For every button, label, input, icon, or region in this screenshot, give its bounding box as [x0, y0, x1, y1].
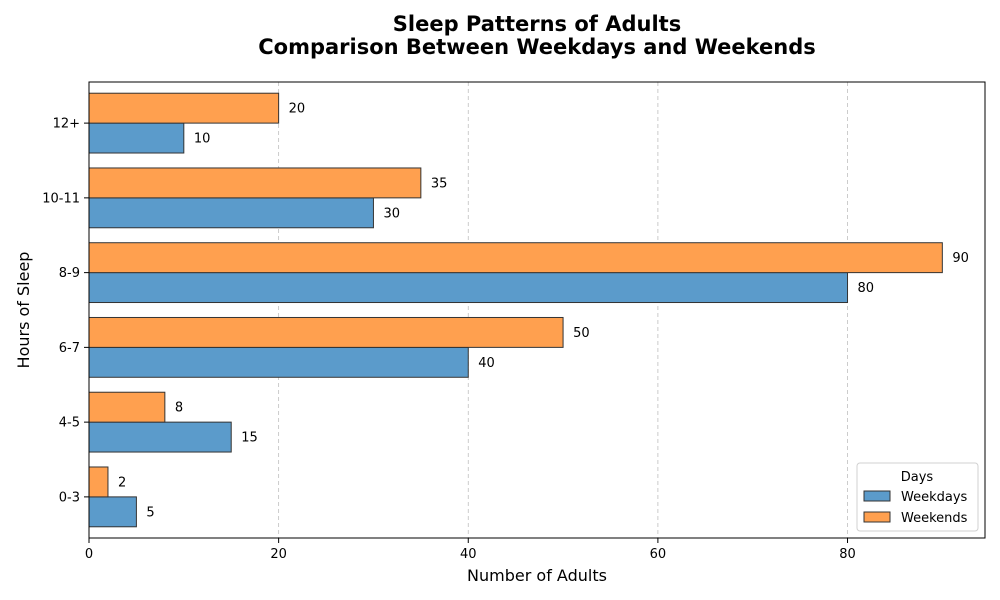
x-tick-label: 80 — [839, 547, 856, 562]
data-label-weekdays: 80 — [858, 281, 875, 296]
legend: Days Weekdays Weekends — [856, 462, 979, 532]
chart-title: Sleep Patterns of Adults — [393, 12, 681, 36]
x-tick-label: 0 — [85, 547, 93, 562]
data-label-weekends: 20 — [289, 102, 306, 117]
bars-group — [88, 92, 943, 528]
data-label-weekdays: 5 — [146, 505, 154, 520]
legend-swatch-weekends — [863, 511, 891, 523]
x-tick-label: 40 — [460, 547, 477, 562]
x-tick-label: 20 — [270, 547, 287, 562]
legend-swatch-weekdays — [863, 490, 891, 502]
x-tick-label: 60 — [650, 547, 667, 562]
bar-weekends — [88, 242, 943, 274]
legend-label-weekends: Weekends — [901, 511, 968, 526]
data-label-weekdays: 40 — [478, 356, 495, 371]
legend-label-weekdays: Weekdays — [901, 490, 968, 505]
data-label-weekends: 2 — [118, 475, 126, 490]
chart-subtitle: Comparison Between Weekdays and Weekends — [258, 35, 816, 59]
x-axis-ticks: 0 20 40 60 80 — [85, 538, 856, 562]
legend-title: Days — [901, 470, 934, 485]
y-tick-label: 12+ — [53, 117, 80, 132]
data-label-weekdays: 10 — [194, 132, 211, 147]
bar-weekends — [88, 167, 422, 199]
bar-weekdays — [88, 421, 232, 453]
bar-weekends — [88, 92, 280, 124]
bar-weekdays — [88, 346, 469, 378]
bar-weekdays — [88, 496, 137, 528]
y-tick-label: 4-5 — [59, 416, 80, 431]
y-tick-label: 6-7 — [59, 341, 80, 356]
bar-weekdays — [88, 197, 374, 229]
bar-weekends — [88, 391, 166, 423]
y-axis-label: Hours of Sleep — [14, 252, 33, 369]
y-axis-ticks: 0-3 4-5 6-7 8-9 10-11 12+ — [42, 117, 89, 505]
y-tick-label: 10-11 — [42, 191, 80, 206]
bar-weekends — [88, 466, 109, 498]
bar-weekends — [88, 316, 564, 348]
plot-area-frame — [88, 81, 986, 539]
y-tick-label: 0-3 — [59, 490, 80, 505]
data-label-weekends: 8 — [175, 401, 183, 416]
data-labels-group: 5 15 40 80 30 10 2 8 50 90 35 20 — [118, 102, 969, 521]
data-label-weekends: 90 — [952, 251, 969, 266]
data-label-weekdays: 15 — [241, 431, 258, 446]
bar-weekdays — [88, 122, 185, 154]
data-label-weekends: 35 — [431, 176, 448, 191]
bar-weekdays — [88, 272, 849, 304]
x-axis-label: Number of Adults — [467, 566, 607, 585]
grid-lines — [278, 82, 848, 538]
data-label-weekends: 50 — [573, 326, 590, 341]
y-tick-label: 8-9 — [59, 266, 80, 281]
data-label-weekdays: 30 — [383, 206, 400, 221]
